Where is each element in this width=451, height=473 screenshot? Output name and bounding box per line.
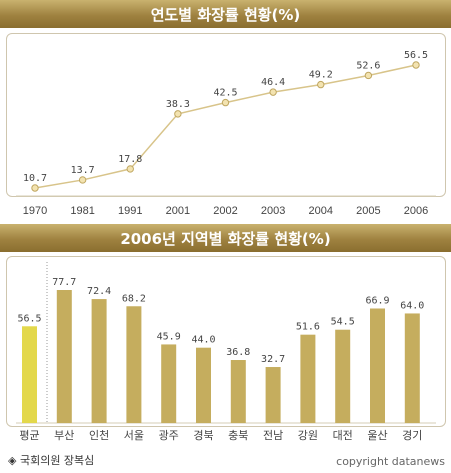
x-tick-label: 2005 <box>356 205 380 217</box>
data-point <box>412 61 420 69</box>
bar <box>335 329 351 423</box>
data-label: 56.5 <box>404 50 428 61</box>
x-tick-label: 대전 <box>333 429 353 442</box>
data-point <box>174 110 182 118</box>
data-point <box>269 88 277 96</box>
x-tick-label: 인천 <box>89 428 109 442</box>
bar <box>230 360 246 423</box>
data-point <box>78 176 87 184</box>
bar-value-label: 36.8 <box>226 347 250 358</box>
x-tick-label: 서울 <box>124 429 144 442</box>
x-tick-label: 2006 <box>404 205 428 217</box>
data-point <box>126 165 134 173</box>
bar <box>161 344 177 423</box>
line-chart-panel <box>6 33 446 197</box>
x-tick-label: 부산 <box>54 429 74 442</box>
bar-value-label: 32.7 <box>261 354 285 365</box>
data-point <box>364 71 373 80</box>
line-chart-title: 연도별 화장률 현황(%) <box>0 0 451 28</box>
bar-chart-title: 2006년 지역별 화장률 현황(%) <box>0 224 451 252</box>
bar-value-label: 66.9 <box>365 295 389 306</box>
x-tick-label: 2003 <box>261 205 285 217</box>
x-tick-label: 울산 <box>367 429 387 442</box>
bar <box>196 347 211 423</box>
copyright-notice: copyright datanews <box>336 455 445 468</box>
bar-value-label: 56.5 <box>17 313 41 324</box>
data-point <box>31 184 39 192</box>
bar <box>126 306 142 423</box>
bar <box>91 299 107 423</box>
x-tick-label: 1970 <box>23 205 47 217</box>
x-tick-label: 2004 <box>309 205 333 217</box>
x-tick-label: 2001 <box>166 205 190 217</box>
x-tick-label: 경북 <box>193 429 213 442</box>
bar <box>56 290 72 423</box>
data-label: 42.5 <box>213 88 237 99</box>
x-tick-label: 강원 <box>298 429 318 442</box>
bar-value-label: 45.9 <box>157 331 181 342</box>
data-label: 17.8 <box>118 154 142 165</box>
x-tick-label: 1981 <box>70 205 94 217</box>
bar <box>404 313 420 423</box>
bar-value-label: 77.7 <box>52 277 76 288</box>
bar <box>300 334 316 423</box>
source-credit: ◈ 국회의원 장복심 <box>8 454 95 467</box>
bar-value-label: 72.4 <box>87 286 111 297</box>
data-point <box>221 98 230 107</box>
data-label: 10.7 <box>23 173 47 184</box>
data-label: 49.2 <box>309 70 333 81</box>
data-label: 13.7 <box>71 165 95 176</box>
bar <box>370 308 385 423</box>
line-chart: 10.7 1970 13.7 1981 17.8 1991 38.3 2001 42.5 2002… <box>16 50 436 217</box>
data-label: 46.4 <box>261 77 285 88</box>
data-label: 38.3 <box>166 99 190 110</box>
data-label: 52.6 <box>356 60 380 71</box>
bar-value-label: 68.2 <box>122 293 146 304</box>
bar-value-label: 64.0 <box>400 300 424 311</box>
bar-value-label: 44.0 <box>191 335 215 346</box>
x-tick-label: 2002 <box>213 205 237 217</box>
x-tick-label: 광주 <box>159 429 179 442</box>
x-tick-label: 충북 <box>228 429 248 442</box>
x-tick-label: 평균 <box>19 429 39 442</box>
x-tick-label: 전남 <box>263 429 283 442</box>
bar-value-label: 51.6 <box>296 322 320 333</box>
x-tick-label: 경기 <box>402 429 422 442</box>
data-point <box>317 80 325 89</box>
bar <box>265 367 281 423</box>
x-tick-label: 1991 <box>118 205 142 217</box>
bar <box>22 326 37 423</box>
bar-value-label: 54.5 <box>331 317 355 328</box>
